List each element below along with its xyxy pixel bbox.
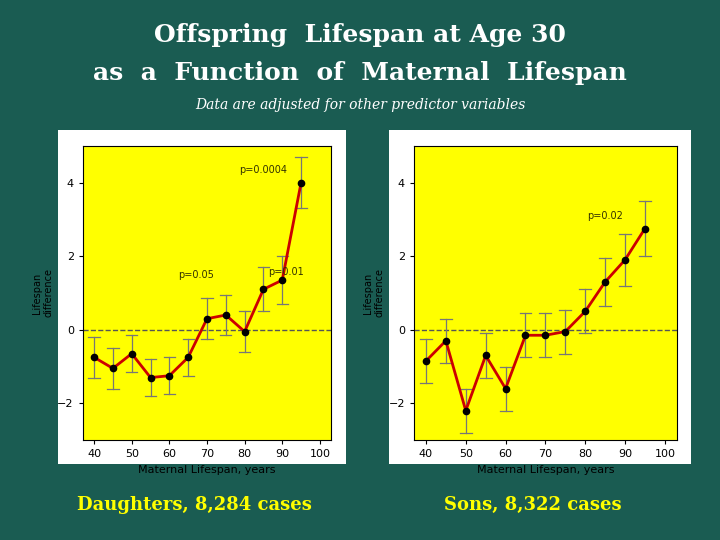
Text: p=0.01: p=0.01 — [268, 267, 304, 276]
Text: Sons, 8,322 cases: Sons, 8,322 cases — [444, 496, 621, 514]
Text: Data are adjusted for other predictor variables: Data are adjusted for other predictor va… — [195, 98, 525, 112]
Text: Daughters, 8,284 cases: Daughters, 8,284 cases — [77, 496, 312, 514]
Text: p=0.0004: p=0.0004 — [240, 165, 287, 176]
Text: Offspring  Lifespan at Age 30: Offspring Lifespan at Age 30 — [154, 23, 566, 47]
Text: p=0.02: p=0.02 — [588, 211, 623, 221]
X-axis label: Maternal Lifespan, years: Maternal Lifespan, years — [477, 465, 614, 475]
Y-axis label: Lifespan
difference: Lifespan difference — [363, 268, 384, 318]
Text: p=0.05: p=0.05 — [178, 270, 214, 280]
Y-axis label: Lifespan
difference: Lifespan difference — [32, 268, 53, 318]
X-axis label: Maternal Lifespan, years: Maternal Lifespan, years — [138, 465, 276, 475]
Text: as  a  Function  of  Maternal  Lifespan: as a Function of Maternal Lifespan — [93, 61, 627, 85]
